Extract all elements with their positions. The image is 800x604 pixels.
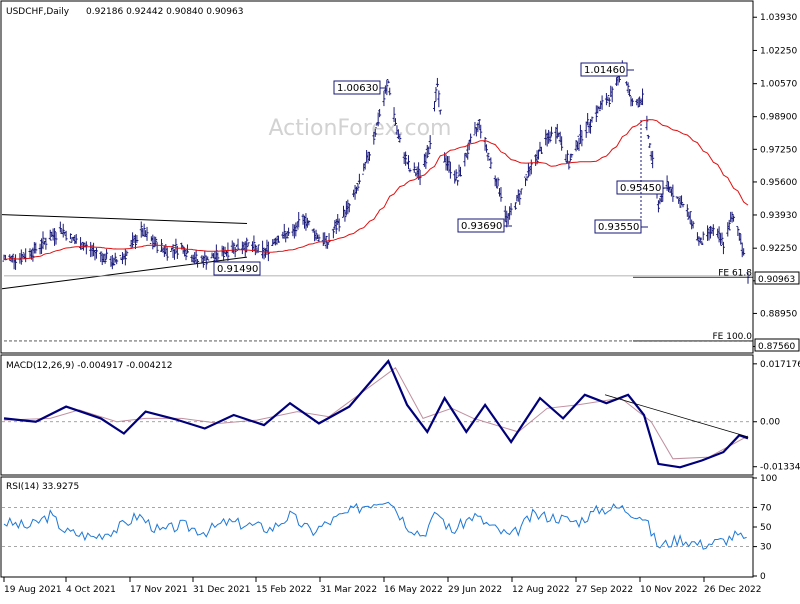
rsi-ytick-label: 50: [760, 523, 772, 533]
annotation-label: 0.93550: [598, 222, 639, 233]
macd-panel: [0, 354, 754, 476]
price-ytick-label: 0.97250: [760, 145, 797, 155]
rsi-ytick-label: 0: [760, 572, 766, 582]
rsi-ytick-label: 30: [760, 543, 772, 553]
macd-signal-line: [3, 367, 749, 460]
rsi-line: [3, 501, 747, 550]
upper-trendline: [1, 214, 248, 224]
lower-trendline: [1, 256, 248, 290]
x-tick-label: 29 Jun 2022: [448, 585, 502, 595]
fe-61-label: FE 61.8: [718, 268, 752, 278]
macd-ytick-label: -0.01334: [760, 463, 800, 473]
x-tick-label: 15 Feb 2022: [256, 585, 312, 595]
x-tick-label: 16 May 2022: [384, 585, 443, 595]
rsi-ytick-label: 70: [760, 503, 772, 513]
price-ytick-label: 1.03930: [760, 13, 797, 23]
x-tick-label: 26 Dec 2022: [704, 585, 762, 595]
annotation-label: 0.93690: [461, 221, 502, 232]
price-ytick-label: 0.95600: [760, 178, 797, 188]
price-ytick-label: 0.92250: [760, 244, 797, 254]
price-ytick-label: 0.88950: [760, 309, 797, 319]
annotation-label: 0.91490: [217, 264, 258, 275]
macd-ytick-label: 0.017176: [760, 360, 800, 370]
current-price-badge-box: [754, 271, 800, 285]
current-price-badge: 0.90963: [758, 275, 795, 285]
price-ytick-label: 1.02250: [760, 46, 797, 56]
x-tick-label: 10 Nov 2022: [640, 585, 698, 595]
macd-line: [3, 359, 749, 469]
x-tick-label: 19 Aug 2021: [4, 585, 62, 595]
ohlc-label: 0.92186 0.92442 0.90840 0.90963: [86, 7, 243, 17]
macd-title: MACD(12,26,9) -0.004917 -0.004212: [6, 361, 172, 371]
fe-100-label: FE 100.0: [713, 332, 753, 342]
x-tick-label: 27 Sep 2022: [576, 585, 633, 595]
annotation-label: 1.01460: [584, 65, 625, 76]
price-ytick-label: 1.00570: [760, 80, 797, 90]
price-ytick-label: 0.93930: [760, 211, 797, 221]
annotation-label: 1.00630: [337, 83, 378, 94]
x-tick-label: 31 Dec 2021: [193, 585, 251, 595]
watermark: ActionForex.com: [269, 116, 452, 141]
fe100-price-badge: 0.87560: [758, 342, 795, 352]
rsi-panel: [0, 476, 754, 578]
rsi-title: RSI(14) 33.9275: [6, 482, 79, 492]
macd-ytick-label: 0.00: [760, 418, 780, 428]
fe100-price-badge-box: [754, 338, 800, 352]
symbol-label: USDCHF,Daily: [6, 7, 70, 17]
moving-average-line: [3, 119, 749, 260]
price-ytick-label: 0.98900: [760, 113, 797, 123]
rsi-ytick-label: 100: [760, 474, 777, 484]
x-tick-label: 12 Aug 2022: [512, 585, 570, 595]
x-tick-label: 31 Mar 2022: [320, 585, 377, 595]
macd-trendline: [604, 394, 749, 438]
x-tick-label: 4 Oct 2021: [66, 585, 116, 595]
x-tick-label: 17 Nov 2021: [130, 585, 188, 595]
price-panel: [0, 0, 754, 354]
